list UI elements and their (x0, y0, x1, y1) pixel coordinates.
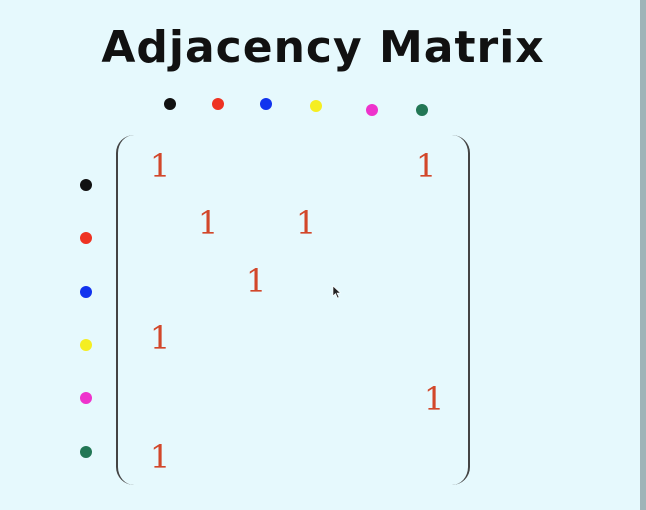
matrix-cell-r3-c0: 1 (149, 319, 171, 357)
column-vertex-green-icon (416, 104, 428, 116)
matrix-cell-r0-c0: 1 (149, 147, 171, 185)
page-title: Adjacency Matrix (101, 22, 545, 73)
matrix-cell-r1-c3: 1 (295, 204, 317, 242)
matrix-cell-r0-c5: 1 (415, 147, 437, 185)
matrix-cell-r5-c0: 1 (149, 438, 171, 476)
column-vertex-magenta-icon (366, 104, 378, 116)
matrix-left-bracket (116, 135, 140, 485)
row-vertex-yellow-icon (80, 339, 92, 351)
column-vertex-yellow-icon (310, 100, 322, 112)
row-vertex-magenta-icon (80, 392, 92, 404)
row-vertex-red-icon (80, 232, 92, 244)
row-vertex-black-icon (80, 179, 92, 191)
matrix-right-bracket (446, 135, 470, 485)
column-vertex-black-icon (164, 98, 176, 110)
row-vertex-blue-icon (80, 286, 92, 298)
column-vertex-blue-icon (260, 98, 272, 110)
matrix-cell-r1-c1: 1 (197, 204, 219, 242)
row-vertex-green-icon (80, 446, 92, 458)
column-vertex-red-icon (212, 98, 224, 110)
matrix-cell-r4-c5: 1 (423, 380, 445, 418)
mouse-cursor-icon (332, 285, 342, 299)
matrix-cell-r2-c2: 1 (245, 262, 267, 300)
frame-edge (640, 0, 646, 510)
